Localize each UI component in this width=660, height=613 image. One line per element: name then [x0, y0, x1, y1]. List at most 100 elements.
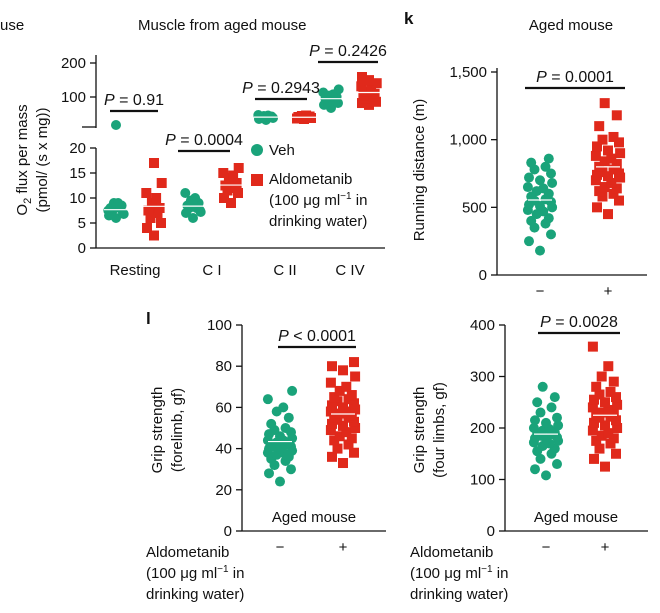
- legend-aldo-line1: Aldometanib: [269, 171, 352, 188]
- aldo-point: [592, 169, 602, 180]
- category-ci: C I: [202, 262, 221, 279]
- aldo-point: [341, 381, 352, 392]
- panel-j-title-fragment: use: [0, 17, 24, 34]
- veh-1-point: [188, 213, 198, 223]
- aldo-point: [325, 425, 336, 436]
- veh-point: [528, 423, 539, 433]
- aldo-point: [592, 141, 602, 152]
- panel-j-points: [103, 72, 382, 241]
- aldo-point: [591, 381, 602, 392]
- aldo-0-point: [156, 218, 166, 228]
- aldo-0-point: [142, 223, 152, 233]
- veh-point: [543, 213, 554, 224]
- category-resting: Resting: [110, 262, 161, 279]
- panel-k-ylabel: Running distance (m): [411, 99, 428, 242]
- aldo-point: [600, 420, 610, 431]
- aldo-point: [594, 389, 605, 400]
- category-minus: −: [536, 283, 545, 300]
- aldo-point: [338, 420, 348, 431]
- aldo-0-point: [149, 230, 159, 241]
- legend-veh-marker: [251, 144, 263, 156]
- veh-point: [283, 412, 294, 423]
- legend-aldo-line2: (100 μg ml−1 in: [269, 191, 367, 209]
- veh-point: [264, 468, 274, 479]
- aldo-point: [338, 365, 348, 376]
- l1-xaxis-label-1: Aldometanib: [146, 544, 229, 561]
- aldo-point: [611, 110, 622, 121]
- panel-j-lower-ticks: 0 5 10 15 20: [69, 140, 96, 257]
- panel-j-pvalues: P = 0.91 P = 0.0004 P = 0.2943 P = 0.2426: [104, 43, 387, 153]
- tick-label-40: 40: [215, 441, 232, 458]
- panel-l-four-limbs: Grip strength (four limbs, gf) Aged mous…: [410, 314, 648, 603]
- aldo-point: [349, 416, 359, 427]
- aldo-point: [591, 435, 602, 446]
- aldo-point: [599, 98, 610, 109]
- veh-point: [530, 464, 540, 475]
- aldo-point: [587, 402, 598, 413]
- ylabel-rest: flux per mass: [14, 104, 31, 197]
- aldo-point: [606, 153, 617, 164]
- panel-l2-title: Aged mouse: [534, 509, 618, 526]
- l2-xaxis-label-2: (100 μg ml−1 in: [410, 564, 508, 582]
- veh-point: [543, 153, 554, 164]
- panel-j-ylabel: O2 flux per mass: [14, 104, 34, 215]
- aldo-point: [612, 423, 623, 433]
- veh-resting-outlier: [111, 120, 121, 130]
- category-plus: +: [601, 539, 610, 556]
- panel-l2-pvalue: P = 0.0028: [538, 314, 620, 335]
- panel-l1-points: [262, 357, 361, 487]
- aldo-point: [594, 121, 605, 132]
- veh-point: [266, 418, 277, 429]
- aldo-point: [341, 427, 352, 438]
- veh-point: [524, 172, 534, 183]
- lower-tick-label-20: 20: [69, 140, 86, 157]
- panel-l1-ticks: 0 20 40 60 80 100 − +: [207, 317, 348, 556]
- veh-point: [546, 168, 556, 179]
- aldo-point: [611, 448, 621, 459]
- aldo-point: [346, 390, 357, 401]
- aldo-point: [589, 453, 599, 464]
- aldo-point: [596, 430, 607, 441]
- tick-label-80: 80: [215, 358, 232, 375]
- tick-label-60: 60: [215, 399, 232, 416]
- l1-xaxis-label-2: (100 μg ml−1 in: [146, 564, 244, 582]
- veh-2-point: [253, 110, 264, 120]
- aldo-point: [592, 202, 602, 213]
- category-civ: C IV: [335, 262, 364, 279]
- tick-label-0: 0: [487, 523, 495, 540]
- panel-l2-ylabel-2: (four limbs, gf): [431, 382, 448, 478]
- aldo-point: [597, 134, 608, 145]
- aldo-point: [597, 167, 608, 178]
- aldo-point: [596, 371, 607, 382]
- panel-j-category-labels: Resting C I C II C IV: [110, 262, 365, 279]
- aldo-point: [608, 408, 619, 419]
- aldo-point: [611, 392, 621, 403]
- aldo-point: [590, 150, 601, 161]
- panel-k-pvalue: P = 0.0001: [525, 69, 625, 90]
- aldo-point: [327, 451, 337, 462]
- aldo-point: [327, 418, 337, 429]
- veh-point: [526, 215, 537, 226]
- category-cii: C II: [273, 262, 296, 279]
- aldo-point: [608, 433, 619, 444]
- pval-resting-label: P = 0.91: [104, 92, 164, 109]
- aldo-0-point: [141, 188, 152, 198]
- legend-aldo-line3: drinking water): [269, 213, 367, 230]
- aldo-point: [603, 171, 613, 182]
- lower-tick-label-0: 0: [78, 240, 86, 257]
- aldo-point: [614, 137, 624, 148]
- veh-point: [549, 392, 560, 403]
- aldo-3-point: [371, 78, 382, 89]
- aldo-point: [327, 400, 337, 411]
- aldo-point: [605, 438, 616, 449]
- aldo-point: [332, 443, 343, 454]
- aldo-point: [329, 392, 340, 403]
- aldo-point: [597, 191, 608, 202]
- tick-label-500: 500: [462, 199, 487, 216]
- panel-k-ticks: 0 500 1,000 1,500 − +: [449, 64, 612, 300]
- panel-k-points: [522, 98, 626, 256]
- legend-veh-label: Veh: [269, 142, 295, 159]
- tick-label-1000: 1,000: [449, 132, 487, 149]
- aldo-point: [327, 361, 337, 372]
- aldo-point: [343, 439, 354, 450]
